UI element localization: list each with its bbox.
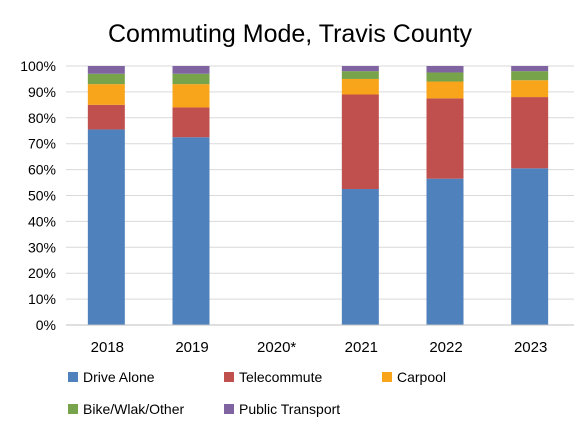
y-tick-label: 90% <box>28 84 56 100</box>
y-tick-label: 40% <box>28 213 56 229</box>
bar-segment-carpool-2021 <box>341 78 379 95</box>
bars <box>87 66 549 325</box>
bar-segment-public-transport-2019 <box>172 66 210 74</box>
legend: Drive Alone Telecommute Carpool Bike/Wlak/O… <box>68 369 446 417</box>
legend-label: Telecommute <box>239 369 322 385</box>
x-tick-label: 2021 <box>345 339 378 356</box>
bar-segment-bike-wlak-other-2023 <box>511 71 549 81</box>
bar-segment-telecommute-2021 <box>341 94 379 190</box>
chart-title: Commuting Mode, Travis County <box>108 20 473 48</box>
bar-segment-telecommute-2022 <box>426 98 464 179</box>
legend-swatch <box>68 404 78 414</box>
bar-segment-drive-alone-2021 <box>341 189 379 325</box>
bar-segment-public-transport-2022 <box>426 66 464 73</box>
bar-segment-drive-alone-2019 <box>172 137 210 325</box>
bar-segment-drive-alone-2018 <box>87 129 125 325</box>
y-tick-label: 0% <box>36 317 56 333</box>
y-axis-tick-labels: 0% 10% 20% 30% 40% 50% 60% 70% 80% 90% 100% <box>20 58 56 333</box>
y-tick-label: 50% <box>28 188 56 204</box>
bar-segment-public-transport-2023 <box>511 66 549 72</box>
bar-segment-telecommute-2018 <box>87 104 125 130</box>
bar-segment-drive-alone-2023 <box>511 168 549 325</box>
bar-segment-bike-wlak-other-2022 <box>426 72 464 82</box>
y-tick-label: 20% <box>28 265 56 281</box>
x-tick-label: 2018 <box>91 339 124 356</box>
y-tick-label: 100% <box>20 58 56 74</box>
bar-segment-carpool-2018 <box>87 84 125 105</box>
bar-segment-telecommute-2019 <box>172 107 210 138</box>
y-tick-label: 60% <box>28 162 56 178</box>
bar-segment-bike-wlak-other-2021 <box>341 71 379 79</box>
y-tick-label: 70% <box>28 136 56 152</box>
legend-swatch <box>382 372 392 382</box>
y-tick-label: 30% <box>28 239 56 255</box>
bar-segment-carpool-2019 <box>172 84 210 108</box>
bar-segment-public-transport-2018 <box>87 66 125 74</box>
bar-segment-carpool-2023 <box>511 80 549 98</box>
y-tick-label: 10% <box>28 291 56 307</box>
legend-swatch <box>224 404 234 414</box>
legend-swatch <box>68 372 78 382</box>
bar-segment-drive-alone-2022 <box>426 178 464 325</box>
bar-segment-bike-wlak-other-2019 <box>172 73 210 85</box>
x-tick-label: 2020* <box>257 339 296 356</box>
legend-label: Carpool <box>397 369 446 385</box>
x-tick-label: 2022 <box>429 339 462 356</box>
bar-segment-public-transport-2021 <box>341 66 379 72</box>
bar-segment-bike-wlak-other-2018 <box>87 73 125 85</box>
legend-label: Drive Alone <box>83 369 155 385</box>
bar-segment-telecommute-2023 <box>511 97 549 169</box>
legend-label: Public Transport <box>239 401 340 417</box>
x-tick-label: 2019 <box>175 339 208 356</box>
legend-swatch <box>224 372 234 382</box>
x-axis-tick-labels: 2018 2019 2020* 2021 2022 2023 <box>91 339 548 356</box>
legend-label: Bike/Wlak/Other <box>83 401 184 417</box>
gridlines <box>66 65 574 300</box>
bar-segment-carpool-2022 <box>426 81 464 99</box>
y-tick-label: 80% <box>28 110 56 126</box>
x-tick-label: 2023 <box>514 339 547 356</box>
